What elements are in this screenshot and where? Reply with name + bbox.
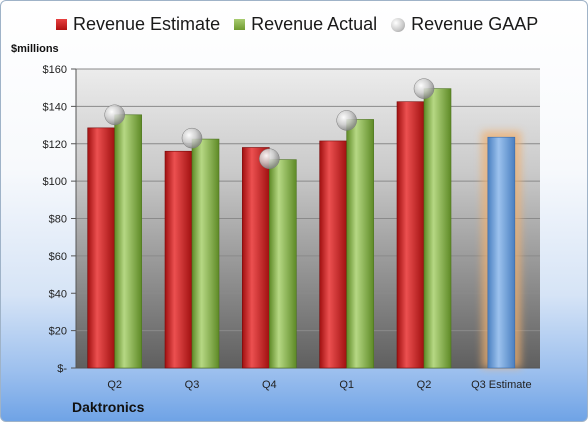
legend-item-gaap: Revenue GAAP bbox=[391, 14, 538, 35]
y-tick-label: $40 bbox=[49, 288, 67, 300]
x-tick-label: Q4 bbox=[262, 379, 277, 391]
y-tick-label: $- bbox=[57, 363, 67, 375]
x-tick-labels: Q2 Q3 Q4 Q1 Q2 Q3 Estimate bbox=[107, 379, 531, 391]
company-name: Daktronics bbox=[72, 399, 145, 415]
x-tick-label: Q3 Estimate bbox=[471, 379, 532, 391]
gaap-points bbox=[104, 78, 435, 169]
bars bbox=[87, 88, 521, 369]
point-revenue-gaap bbox=[336, 110, 357, 131]
point-revenue-gaap bbox=[259, 148, 280, 169]
y-tick-labels: $- $20 $40 $60 $80 $100 $120 $140 $160 bbox=[43, 64, 68, 375]
bar-revenue-estimate bbox=[319, 140, 347, 369]
bar-revenue-estimate bbox=[396, 101, 425, 369]
legend-label-gaap: Revenue GAAP bbox=[411, 14, 539, 34]
point-revenue-gaap bbox=[413, 78, 435, 99]
y-tick-label: $20 bbox=[49, 326, 67, 338]
y-tick-label: $140 bbox=[43, 101, 67, 113]
y-tick-label: $80 bbox=[49, 214, 67, 226]
gridlines bbox=[71, 68, 540, 369]
bar-revenue-actual bbox=[423, 88, 452, 369]
point-revenue-gaap bbox=[104, 104, 125, 126]
x-tick-label: Q2 bbox=[107, 379, 122, 391]
bar-revenue-estimate-next bbox=[487, 136, 516, 369]
y-axis-label: $millions bbox=[11, 43, 59, 55]
y-tick-label: $60 bbox=[49, 251, 67, 263]
legend-swatch-gaap bbox=[391, 17, 406, 32]
x-tick-label: Q2 bbox=[417, 379, 432, 391]
bar-revenue-estimate bbox=[87, 127, 115, 369]
bar-revenue-actual bbox=[114, 114, 142, 369]
legend-item-estimate: Revenue Estimate bbox=[56, 14, 220, 35]
bar-revenue-estimate bbox=[164, 150, 193, 369]
legend-swatch-actual bbox=[234, 19, 246, 30]
point-revenue-gaap bbox=[181, 127, 203, 149]
y-tick-label: $120 bbox=[43, 139, 67, 151]
x-tick-label: Q3 bbox=[185, 379, 200, 391]
y-tick-label: $160 bbox=[43, 64, 67, 76]
y-tick-label: $100 bbox=[43, 176, 67, 188]
x-tick-label: Q1 bbox=[339, 379, 354, 391]
bar-revenue-actual bbox=[269, 159, 297, 369]
legend: Revenue Estimate Revenue Actual Revenue … bbox=[56, 14, 552, 35]
bar-revenue-actual bbox=[191, 138, 220, 369]
legend-item-actual: Revenue Actual bbox=[234, 14, 377, 35]
legend-swatch-estimate bbox=[56, 19, 67, 30]
legend-label-actual: Revenue Actual bbox=[251, 14, 378, 34]
bar-revenue-actual bbox=[346, 119, 374, 369]
bar-revenue-estimate bbox=[242, 147, 270, 369]
legend-label-estimate: Revenue Estimate bbox=[73, 14, 221, 34]
